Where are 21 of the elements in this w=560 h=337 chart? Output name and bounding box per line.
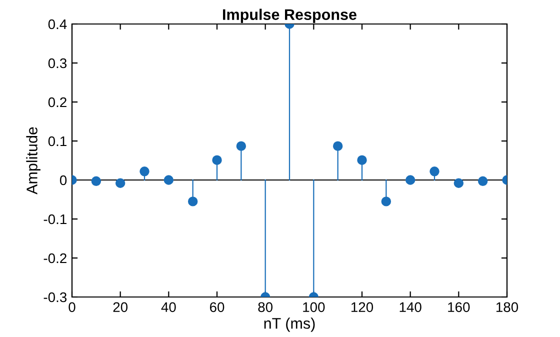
x-axis-title: nT (ms) [264, 318, 315, 332]
x-tick-label: 0 [68, 302, 76, 312]
y-tick-label: 0.4 [48, 19, 67, 30]
x-tick-label: 120 [351, 302, 374, 312]
y-tick-label: 0 [60, 175, 67, 186]
y-tick-label: -0.2 [44, 253, 66, 264]
x-tick-label: 20 [113, 302, 128, 312]
y-tick-label: 0.2 [48, 97, 66, 108]
chart-title: Impulse Response [223, 8, 356, 24]
x-tick-label: 160 [448, 302, 470, 312]
x-tick-label: 180 [496, 302, 518, 312]
y-tick-label: 0.1 [48, 136, 66, 146]
x-tick-label: 80 [258, 302, 273, 312]
x-tick-label: 60 [210, 302, 224, 312]
y-axis-title: Amplitude [26, 127, 40, 194]
y-tick-label: 0.3 [48, 58, 67, 68]
x-tick-label: 140 [400, 302, 422, 312]
y-tick-label: -0.3 [44, 292, 67, 302]
x-tick-label: 40 [161, 302, 176, 312]
x-tick-label: 100 [303, 302, 325, 312]
y-tick-label: -0.1 [44, 214, 66, 224]
